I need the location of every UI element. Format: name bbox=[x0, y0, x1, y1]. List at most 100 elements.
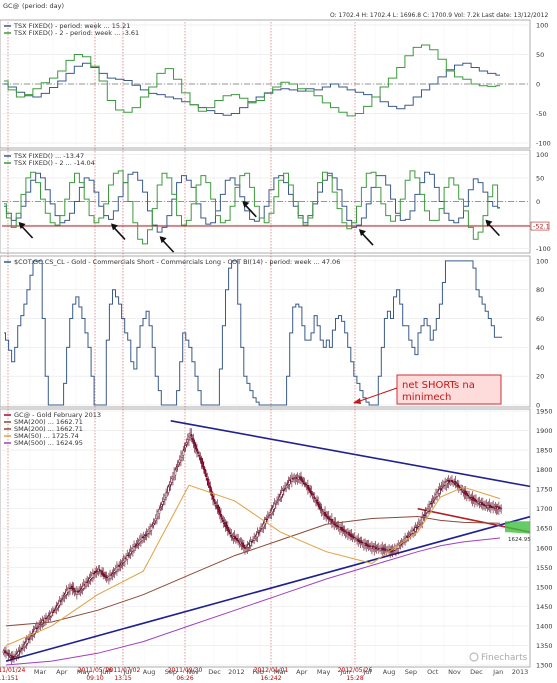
candle-body bbox=[41, 620, 44, 624]
threshold-label-box bbox=[530, 221, 550, 231]
candle-body bbox=[157, 511, 160, 518]
candle-body bbox=[54, 608, 57, 611]
ohlc-readout: O: 1702.4 H: 1702.4 L: 1696.8 C: 1700.9 … bbox=[330, 12, 548, 19]
candle-body bbox=[250, 541, 253, 543]
y-tick-label: 1500 bbox=[536, 583, 553, 591]
candle-body bbox=[18, 650, 21, 652]
candle-body bbox=[136, 543, 139, 545]
arrow-head bbox=[242, 200, 250, 208]
candle-body bbox=[17, 651, 20, 655]
x-tick-label: Apr bbox=[296, 668, 308, 676]
candle-body bbox=[123, 558, 126, 563]
arrow-head bbox=[159, 236, 167, 244]
candle-body bbox=[475, 500, 478, 502]
y-tick-label: 100 bbox=[536, 257, 548, 265]
y-tick-label: 0 bbox=[536, 198, 540, 206]
y-tick-label: 1950 bbox=[536, 408, 553, 416]
candle-body bbox=[436, 492, 439, 497]
candle-body bbox=[161, 501, 164, 505]
candle-body bbox=[197, 451, 200, 454]
panel-price-plot: 1950 1900 1850 1800 1750 1700 1650 1600 1550 1500… bbox=[2, 408, 553, 670]
y-tick-label: 1350 bbox=[536, 642, 553, 650]
x-tick-label: Jun bbox=[99, 668, 110, 676]
candle-body bbox=[439, 488, 442, 490]
candle-body bbox=[127, 555, 130, 557]
candle-body bbox=[415, 527, 418, 529]
candle-body bbox=[61, 598, 64, 601]
arrow-head bbox=[18, 222, 26, 229]
candle-body bbox=[160, 504, 163, 507]
candle-body bbox=[271, 507, 274, 513]
date-marker-time: 13:15 bbox=[114, 675, 131, 682]
candle-body bbox=[126, 555, 129, 560]
candle-body bbox=[227, 529, 230, 533]
black-arrow-icon bbox=[242, 200, 257, 218]
candle-body bbox=[183, 448, 186, 451]
candle-body bbox=[351, 535, 354, 538]
candle-body bbox=[151, 525, 154, 527]
candle-body bbox=[461, 490, 464, 492]
x-tick-label: Jul bbox=[122, 668, 131, 676]
candle-body bbox=[58, 601, 61, 606]
x-tick-label: Feb bbox=[252, 668, 264, 676]
candle-body bbox=[432, 499, 435, 501]
y-tick-label: 50 bbox=[536, 174, 544, 182]
x-tick-label: 2013 bbox=[512, 668, 529, 676]
date-marker-label: 2011/09/30 bbox=[168, 667, 203, 674]
candle-body bbox=[187, 436, 190, 441]
candle-body bbox=[302, 480, 305, 483]
candle-body bbox=[112, 572, 115, 574]
candle-body bbox=[111, 573, 114, 575]
candle-body bbox=[286, 484, 289, 486]
candle-body bbox=[218, 510, 221, 515]
candle-body bbox=[336, 525, 339, 527]
candle-body bbox=[360, 541, 363, 544]
candle-body bbox=[277, 499, 280, 501]
candle-body bbox=[29, 636, 32, 639]
legend-entry: SMA(200) ... 1662.71 bbox=[14, 418, 83, 426]
candle-body bbox=[344, 531, 347, 533]
threshold-label: -52.1 bbox=[533, 223, 550, 231]
candle-body bbox=[129, 551, 132, 554]
date-marker-time: 06:26 bbox=[176, 675, 193, 682]
support-zone-highlight bbox=[505, 521, 530, 534]
y-tick-label: 1300 bbox=[536, 662, 553, 670]
candle-body bbox=[167, 486, 170, 493]
candle-body bbox=[198, 455, 201, 457]
annotation-rect bbox=[396, 374, 502, 405]
candle-body bbox=[193, 442, 196, 447]
candle-body bbox=[438, 489, 441, 494]
candle-body bbox=[214, 502, 217, 504]
candle-body bbox=[320, 509, 323, 511]
candle-body bbox=[258, 530, 261, 532]
candle-body bbox=[154, 517, 157, 521]
candle-body bbox=[84, 582, 87, 587]
arrow-head bbox=[358, 229, 366, 237]
legend-cot: $COT.GC.CS_CL - Gold - Commercials Short… bbox=[4, 258, 340, 266]
x-tick-label: Apr bbox=[56, 668, 68, 676]
candle-body bbox=[306, 485, 309, 490]
candle-body bbox=[229, 532, 232, 535]
date-marker-label: 2012/01/01 bbox=[254, 667, 289, 674]
y-tick-label: 1600 bbox=[536, 544, 553, 552]
candle-body bbox=[274, 503, 277, 505]
candle-body bbox=[316, 499, 319, 504]
y-tick-label: 1400 bbox=[536, 622, 553, 630]
candle-body bbox=[184, 445, 187, 448]
candle-body bbox=[178, 459, 181, 463]
black-arrow-icon bbox=[159, 236, 175, 253]
candle-body bbox=[326, 515, 329, 518]
candle-body bbox=[182, 450, 185, 456]
candle-body bbox=[163, 495, 166, 500]
candle-body bbox=[249, 541, 252, 546]
candle-body bbox=[179, 456, 182, 461]
candle-body bbox=[67, 588, 70, 593]
x-tick-label: Aug bbox=[383, 668, 396, 676]
candle-body bbox=[205, 473, 208, 478]
annotation-arrowhead bbox=[353, 398, 361, 404]
candle-body bbox=[133, 546, 136, 551]
candle-body bbox=[98, 569, 101, 572]
candle-body bbox=[162, 498, 165, 502]
y-tick-label: 1800 bbox=[536, 466, 553, 474]
